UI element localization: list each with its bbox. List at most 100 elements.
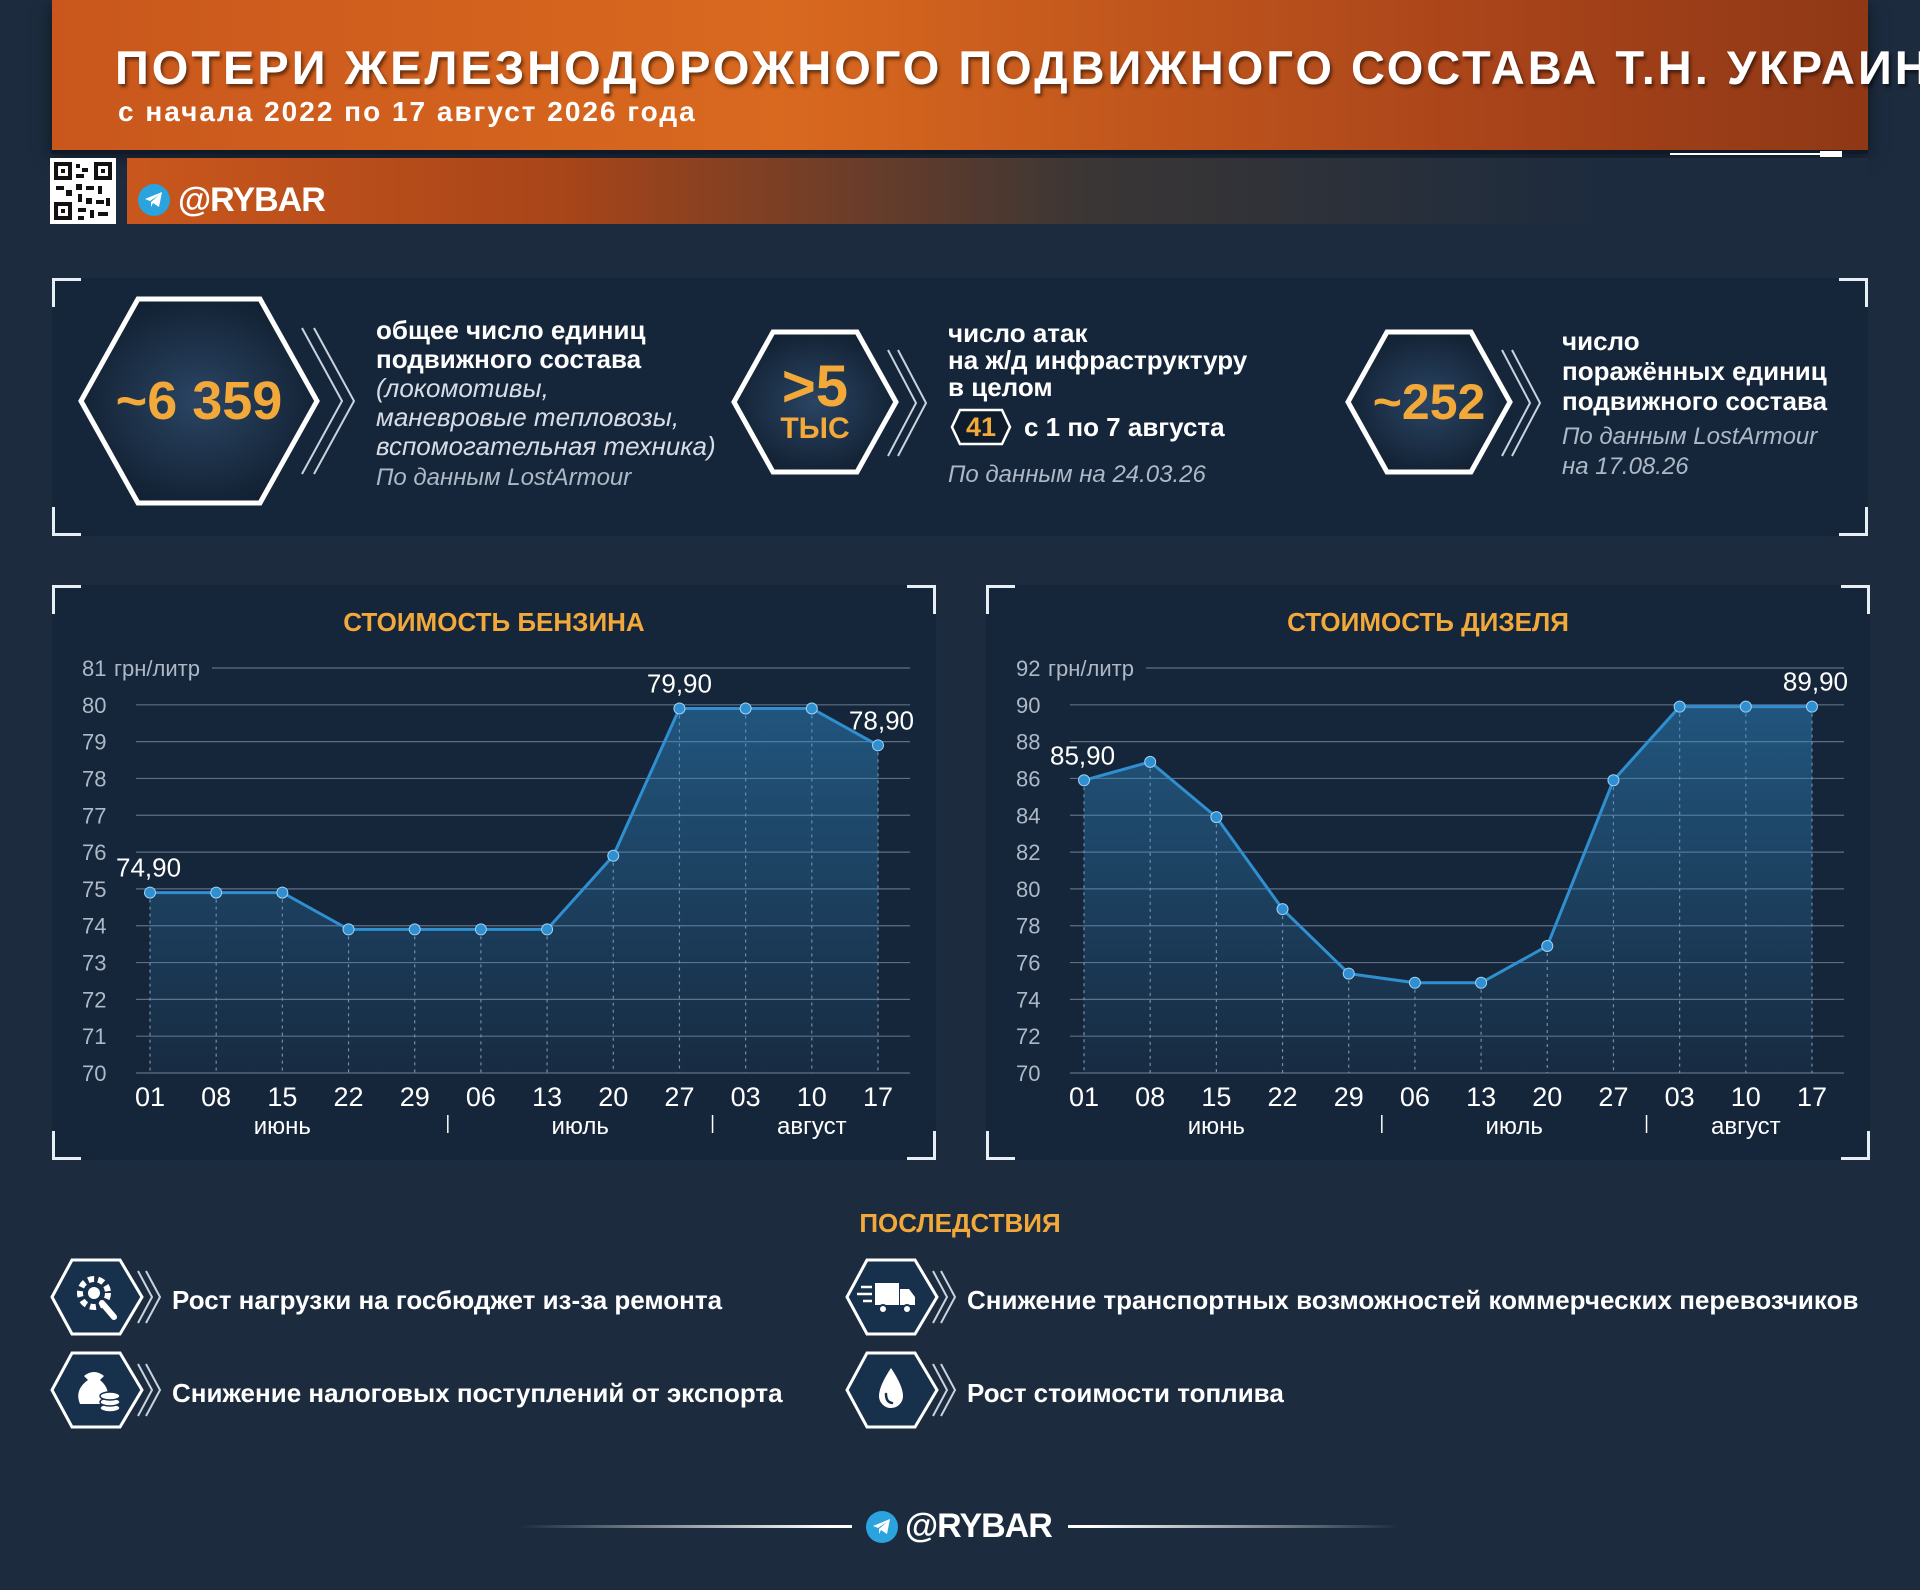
stat-detail: вспомогательная техника): [376, 431, 716, 461]
money-bag-coins-icon: [50, 1351, 162, 1429]
stat-line: число: [1562, 326, 1640, 356]
x-tick-label: 06: [466, 1082, 496, 1112]
x-tick-label: 17: [1797, 1082, 1827, 1112]
telegram-icon[interactable]: [138, 184, 170, 216]
y-tick-label: 78: [82, 766, 106, 791]
x-tick-label: 27: [664, 1082, 694, 1112]
x-tick-label: 20: [598, 1082, 628, 1112]
stat-detail: маневровые тепловозы,: [376, 402, 680, 432]
x-tick-label: 13: [532, 1082, 562, 1112]
attack-count-badge: 41: [950, 408, 1012, 446]
header-divider: [52, 150, 1868, 154]
page-title: ПОТЕРИ ЖЕЛЕЗНОДОРОЖНОГО ПОДВИЖНОГО СОСТА…: [115, 41, 1920, 94]
x-tick-label: 06: [1400, 1082, 1430, 1112]
data-label: 85,90: [1050, 740, 1115, 770]
consequence-item: Снижение налоговых поступлений от экспор…: [50, 1350, 850, 1440]
stat-line: поражённых единиц: [1562, 356, 1827, 386]
footer-brand-handle[interactable]: @RYBAR: [905, 1507, 1053, 1545]
frame-corner: [907, 1131, 936, 1160]
stats-panel: ~6 359 общее число единиц подвижного сос…: [52, 278, 1868, 536]
stat-source: По данным на 24.03.26: [948, 461, 1206, 488]
x-tick-label: 29: [400, 1082, 430, 1112]
diesel-price-chart: 92 грн/литр 90 88 86 84 82 80 78 76 74 72 70 85,90 89,…: [1016, 656, 1848, 1140]
frame-corner: [1841, 1131, 1870, 1160]
stat-line: подвижного состава: [1562, 386, 1828, 416]
data-point: [739, 702, 752, 715]
data-label: 74,90: [116, 853, 181, 883]
y-tick-label: 90: [1016, 693, 1040, 718]
consequence-text: Рост стоимости топлива: [967, 1378, 1284, 1408]
y-tick-label: 81: [82, 656, 106, 681]
gasoline-price-chart: 81 грн/литр 80 79 78 77 76 75 74 73 72 71 70 74,90 79,…: [82, 656, 914, 1140]
qr-code-icon: [50, 158, 116, 224]
y-tick-label: 76: [1016, 951, 1040, 976]
consequence-item: Рост нагрузки на госбюджет из-за ремонта: [50, 1257, 850, 1347]
stat-description: число поражённых единиц подвижного соста…: [1562, 326, 1827, 482]
area-fill: [150, 708, 878, 1073]
data-point: [673, 702, 686, 715]
x-tick-label: 29: [1334, 1082, 1364, 1112]
x-tick-label: 01: [1069, 1082, 1099, 1112]
truck-icon: [845, 1258, 957, 1336]
data-point: [276, 886, 289, 899]
page-subtitle: с начала 2022 по 17 август 2026 года: [118, 96, 697, 127]
badge-text: с 1 по 7 августа: [1024, 413, 1225, 442]
y-tick-label: 73: [82, 951, 106, 976]
y-tick-label: 84: [1016, 803, 1040, 828]
y-tick-label: 71: [82, 1024, 106, 1049]
data-point: [1673, 700, 1686, 713]
y-unit-label: грн/литр: [1048, 656, 1134, 681]
stat-description: число атак на ж/д инфраструктуру в целом: [948, 320, 1247, 401]
y-unit-label: грн/литр: [114, 656, 200, 681]
chevron-right-icon: [301, 327, 356, 475]
frame-corner: [986, 1131, 1015, 1160]
header-banner: [52, 0, 1868, 150]
x-tick-label: 20: [1532, 1082, 1562, 1112]
stat-source: По данным LostArmour: [1562, 423, 1818, 450]
area-fill: [1084, 706, 1812, 1073]
data-point: [1144, 755, 1157, 768]
data-label: 89,90: [1783, 667, 1848, 697]
x-tick-label: 15: [267, 1082, 297, 1112]
frame-corner: [986, 585, 1015, 614]
frame-corner: [907, 585, 936, 614]
y-tick-label: 74: [1016, 987, 1040, 1012]
badge-value: 41: [965, 411, 997, 442]
x-tick-label: 03: [1665, 1082, 1695, 1112]
month-label: июль: [551, 1113, 608, 1140]
consequence-text: Рост нагрузки на госбюджет из-за ремонта: [172, 1285, 723, 1315]
stat-description: общее число единиц подвижного состава (л…: [376, 316, 716, 492]
stat-value-unit: ТЫС: [780, 412, 850, 445]
y-tick-label: 79: [82, 730, 106, 755]
y-tick-label: 77: [82, 803, 106, 828]
fuel-drop-icon: [845, 1351, 957, 1429]
frame-corner: [1839, 507, 1868, 536]
stat-line: в целом: [948, 372, 1053, 402]
brand-handle[interactable]: @RYBAR: [178, 181, 326, 219]
consequence-text: Снижение транспортных возможностей комме…: [967, 1285, 1859, 1315]
x-tick-label: 08: [201, 1082, 231, 1112]
stat-value-number: >5: [781, 354, 849, 419]
series-line: [1083, 705, 1812, 985]
data-point: [474, 923, 487, 936]
month-label: июнь: [1188, 1113, 1245, 1140]
data-point: [541, 923, 554, 936]
data-label: 78,90: [849, 705, 914, 735]
data-point: [1210, 811, 1223, 824]
consequence-item: Рост стоимости топлива: [845, 1350, 1645, 1440]
stat-line: число атак: [948, 318, 1088, 348]
data-point: [1806, 700, 1818, 713]
frame-corner: [52, 1131, 81, 1160]
data-point: [1739, 700, 1752, 713]
data-point: [1276, 903, 1289, 916]
x-tick-label: 08: [1135, 1082, 1165, 1112]
stat-line: общее число единиц: [376, 315, 646, 345]
month-label: август: [1711, 1113, 1781, 1140]
month-label: июль: [1485, 1113, 1542, 1140]
y-tick-label: 75: [82, 877, 106, 902]
stat-source: на 17.08.26: [1562, 453, 1689, 480]
stat-hexagon: >5 ТЫС: [730, 328, 900, 476]
y-tick-label: 72: [82, 987, 106, 1012]
telegram-icon[interactable]: [866, 1511, 898, 1543]
x-tick-label: 22: [334, 1082, 364, 1112]
